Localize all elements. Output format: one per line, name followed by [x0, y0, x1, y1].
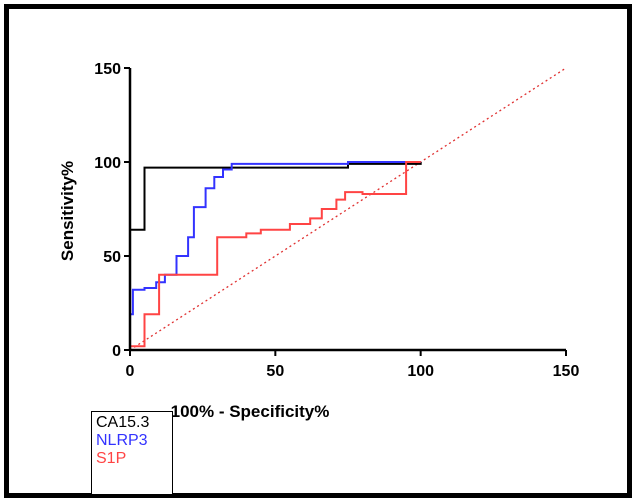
roc-chart: 0 50 100 150 0 50 100 150 100% - Specificity% Sen…: [58, 61, 579, 421]
x-axis-title: 100% - Specificity%: [171, 402, 330, 421]
series-line-s1p: [129, 161, 421, 350]
y-tick-label: 0: [112, 343, 121, 360]
legend: CA15.3 NLRP3 S1P: [91, 411, 173, 495]
plot-area: [129, 67, 567, 351]
y-tick-label: 100: [94, 155, 121, 172]
y-tick-label: 50: [103, 249, 121, 266]
reference-line: [129, 67, 567, 351]
legend-item-nlrp3: NLRP3: [96, 432, 148, 449]
x-tick-label: 50: [266, 363, 284, 380]
chart-frame: 0 50 100 150 0 50 100 150 100% - Specificity% Sen…: [4, 4, 632, 498]
x-tick-label: 100: [407, 363, 434, 380]
legend-item-s1p: S1P: [96, 450, 127, 467]
y-axis-title: Sensitivity%: [58, 161, 77, 261]
x-tick-label: 0: [126, 363, 135, 380]
x-tick-label: 150: [553, 363, 580, 380]
y-tick-label: 150: [94, 61, 121, 78]
axes: 0 50 100 150 0 50 100 150 100% - Specificity% Sen…: [58, 61, 579, 421]
legend-item-ca15-3: CA15.3: [96, 414, 150, 431]
series-line-nlrp3: [129, 161, 421, 350]
series-line-ca15-3: [129, 162, 422, 350]
